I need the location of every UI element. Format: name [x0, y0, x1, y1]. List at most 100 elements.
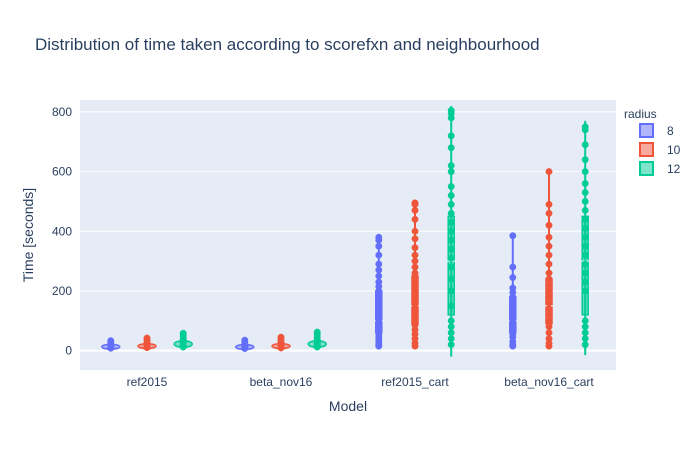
plot-background	[80, 100, 616, 370]
data-point	[581, 189, 589, 196]
data-point	[581, 260, 589, 268]
data-point	[375, 260, 383, 268]
data-point	[447, 132, 455, 140]
data-point	[447, 162, 455, 170]
data-point	[509, 284, 517, 292]
x-tick-labels: ref2015 beta_nov16 ref2015_cart beta_nov16_…	[127, 375, 595, 389]
data-point	[313, 328, 321, 336]
legend-label: 8	[667, 124, 674, 138]
data-point	[581, 168, 589, 176]
data-point	[581, 180, 589, 187]
data-point	[545, 299, 553, 307]
y-tick-labels: 0 200 400 600 800	[52, 105, 72, 358]
data-point	[581, 317, 589, 325]
legend-swatch	[639, 142, 654, 157]
data-point	[581, 329, 589, 337]
data-point	[545, 317, 553, 325]
data-point	[545, 275, 553, 283]
violin	[374, 233, 383, 350]
data-point	[545, 335, 553, 343]
data-point	[447, 329, 455, 337]
data-point	[545, 221, 553, 229]
data-point	[545, 209, 553, 217]
data-point	[581, 335, 589, 343]
x-tick-label: beta_nov16	[250, 375, 313, 389]
violin	[581, 120, 590, 356]
violin	[271, 333, 291, 352]
x-axis-title: Model	[329, 398, 367, 414]
data-point	[411, 275, 419, 283]
data-point	[447, 341, 455, 349]
data-point	[375, 233, 383, 241]
data-point	[581, 206, 589, 214]
violin	[411, 199, 419, 350]
data-point	[447, 254, 455, 262]
legend-label: 10	[667, 143, 681, 157]
data-point	[581, 224, 589, 232]
data-point	[375, 278, 383, 286]
data-point	[509, 232, 517, 240]
data-point	[447, 287, 455, 295]
data-point	[179, 329, 187, 337]
x-tick-label: ref2015	[127, 375, 168, 389]
data-point	[447, 183, 455, 190]
chart-title: Distribution of time taken according to …	[35, 35, 540, 54]
legend-label: 12	[667, 162, 681, 176]
violin	[137, 334, 157, 352]
data-point	[411, 215, 419, 223]
data-point	[509, 263, 517, 271]
violin	[101, 337, 121, 352]
data-point	[447, 144, 455, 152]
violin	[235, 336, 255, 352]
data-point	[375, 272, 383, 280]
data-point	[447, 218, 455, 226]
data-point	[545, 311, 553, 319]
data-point	[447, 302, 455, 310]
data-point	[447, 200, 455, 208]
data-point	[411, 257, 419, 265]
data-point	[447, 263, 455, 271]
data-point	[143, 334, 151, 342]
x-tick-label: ref2015_cart	[381, 375, 449, 389]
data-point	[277, 333, 285, 341]
data-point	[447, 275, 455, 283]
data-point	[411, 251, 419, 259]
data-point	[447, 335, 455, 343]
data-point	[447, 317, 455, 325]
violin	[545, 168, 553, 350]
grid	[80, 111, 616, 352]
legend-item: 8	[639, 123, 674, 138]
data-point	[411, 227, 419, 235]
y-axis-title: Time [seconds]	[20, 188, 36, 282]
y-tick-label: 600	[52, 165, 72, 179]
y-tick-label: 400	[52, 224, 72, 238]
data-point	[581, 341, 589, 349]
data-point	[545, 281, 553, 289]
data-point	[581, 156, 589, 164]
legend-title: radius	[624, 107, 657, 121]
data-point	[581, 323, 589, 331]
data-point	[545, 168, 553, 176]
violin	[173, 329, 193, 351]
data-point	[581, 251, 589, 259]
data-point	[375, 251, 383, 259]
data-point	[581, 269, 589, 277]
violin	[447, 105, 456, 357]
data-point	[545, 329, 553, 337]
data-point	[447, 168, 455, 176]
data-point	[545, 260, 553, 268]
data-point	[545, 269, 553, 277]
data-point	[107, 337, 115, 345]
data-point	[581, 287, 589, 295]
legend-swatch	[639, 123, 654, 138]
data-point	[447, 106, 455, 114]
data-point	[545, 233, 553, 241]
data-point	[411, 235, 419, 243]
y-tick-label: 800	[52, 105, 72, 119]
data-point	[509, 274, 517, 281]
data-point	[241, 336, 249, 344]
data-point	[411, 263, 419, 271]
data-point	[581, 215, 589, 223]
data-point	[581, 197, 589, 205]
